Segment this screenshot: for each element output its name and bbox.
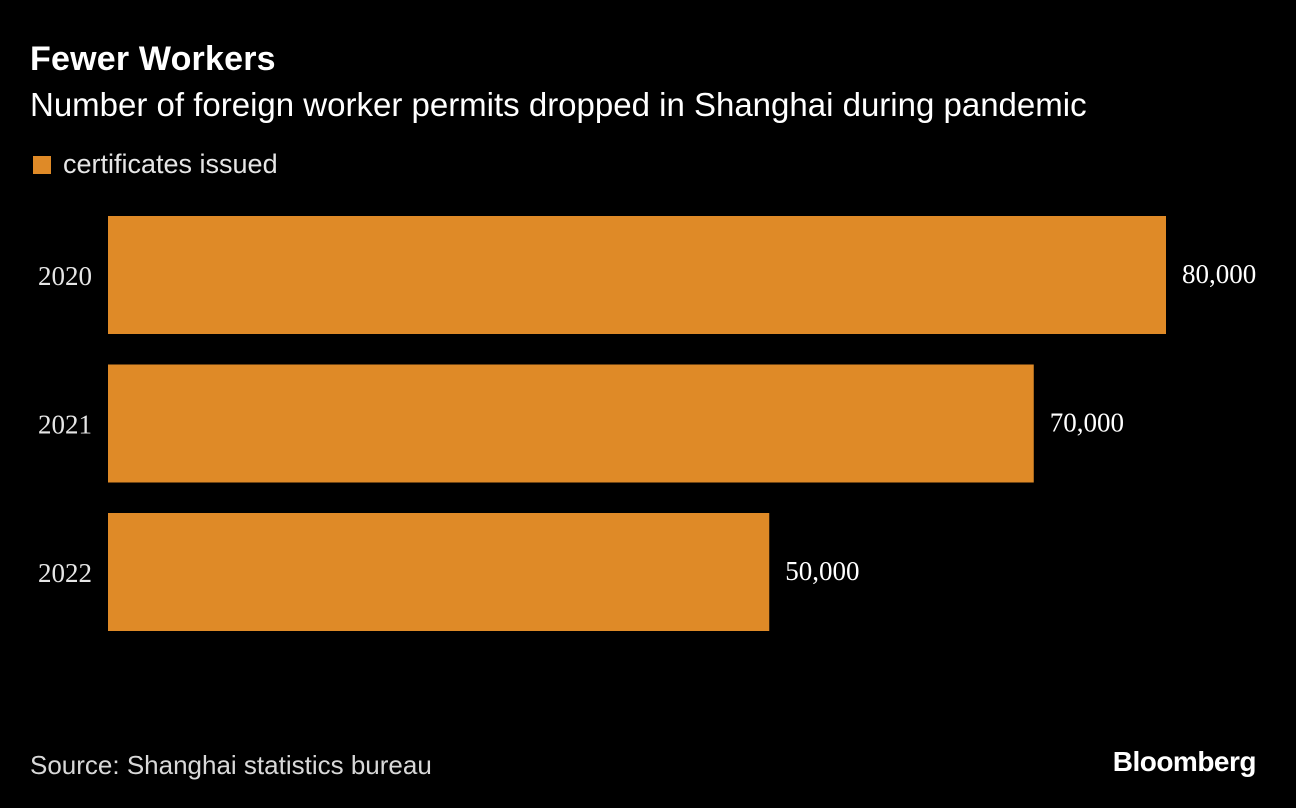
legend-swatch — [33, 155, 51, 174]
chart-subtitle: Number of foreign worker permits dropped… — [30, 86, 1087, 123]
category-label-2020: 2020 — [38, 261, 92, 291]
category-label-2022: 2022 — [38, 558, 92, 588]
category-label-2021: 2021 — [38, 410, 92, 440]
legend-label: certificates issued — [63, 149, 278, 179]
bar-2020 — [108, 216, 1166, 334]
data-label-2020: 80,000 — [1182, 259, 1256, 289]
bar-2022 — [108, 513, 770, 631]
bloomberg-logo: Bloomberg — [1112, 746, 1257, 777]
bar-2021 — [108, 364, 1034, 483]
chart-title: Fewer Workers — [30, 40, 276, 78]
data-label-2021: 70,000 — [1050, 408, 1124, 438]
data-label-2022: 50,000 — [785, 556, 859, 586]
legend: certificates issued — [33, 149, 278, 180]
source-note: Source: Shanghai statistics bureau — [30, 750, 432, 780]
